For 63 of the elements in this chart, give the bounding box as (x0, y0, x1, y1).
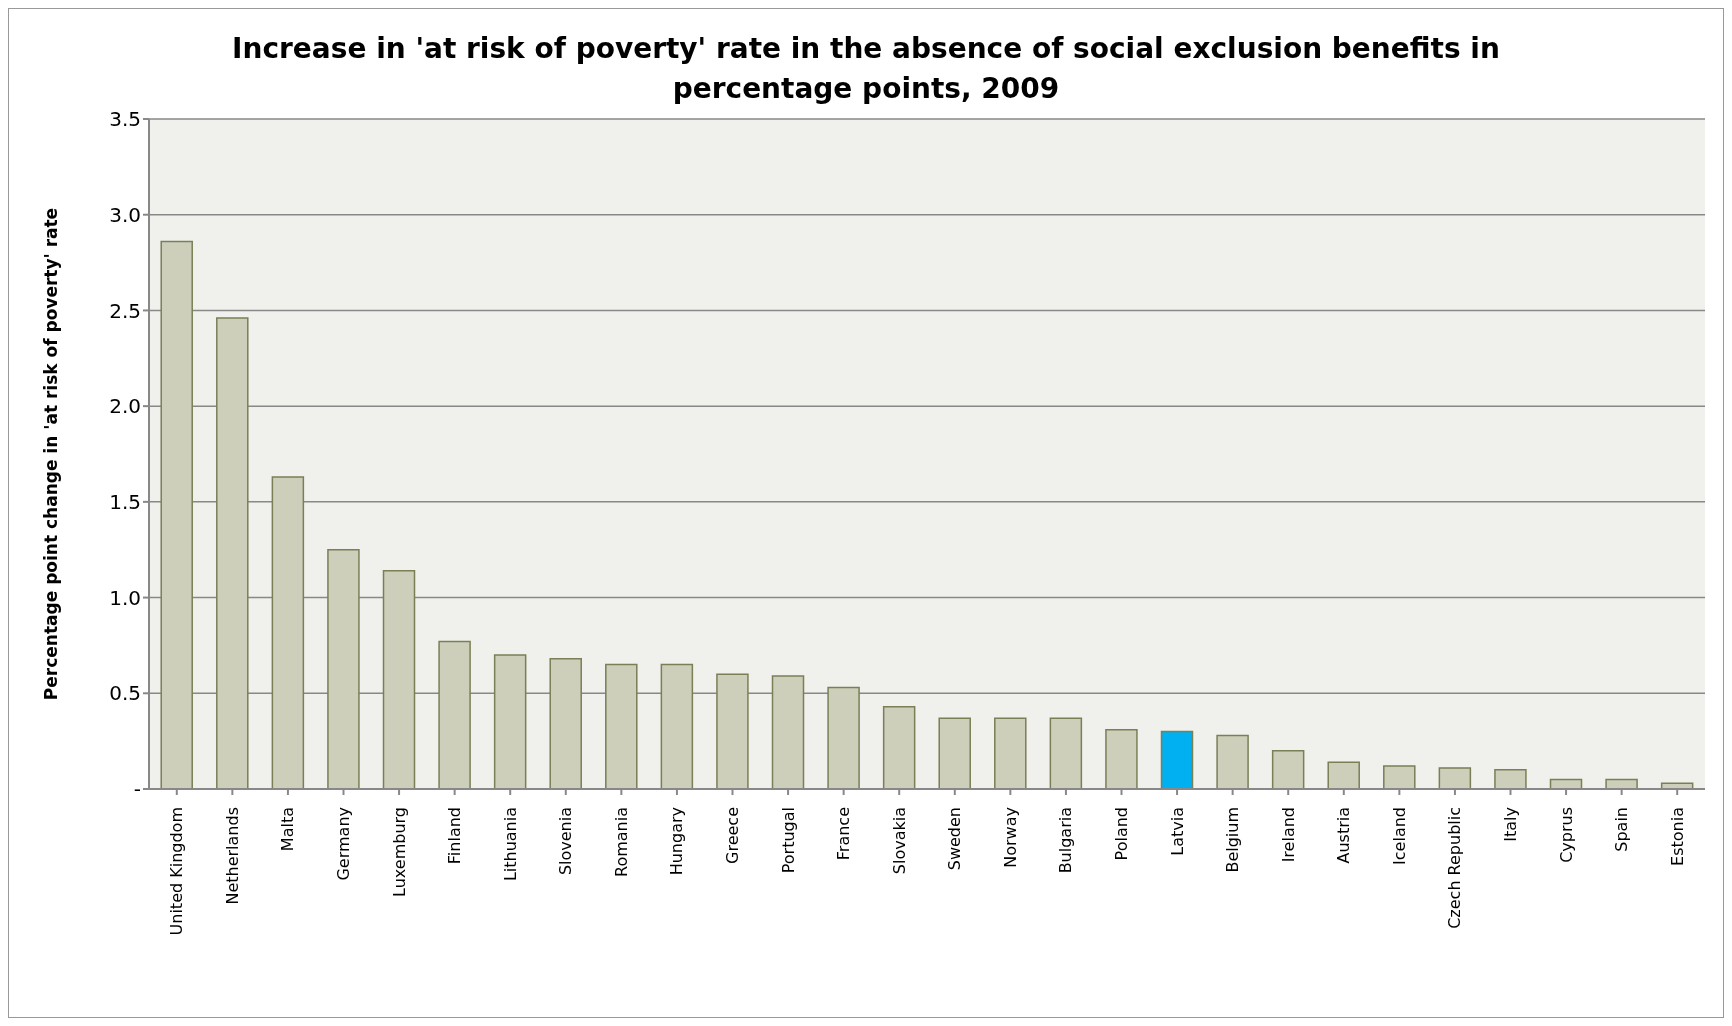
bar (1216, 734, 1249, 789)
x-tick-label: Latvia (1167, 807, 1187, 856)
bar (1438, 767, 1472, 789)
bar (382, 570, 416, 789)
x-tick-label: Czech Republic (1445, 807, 1465, 929)
y-tick-label: 3.0 (109, 202, 141, 227)
bar (271, 476, 305, 789)
bar (716, 673, 749, 789)
bar (938, 717, 971, 789)
y-axis-title: Percentage point change in 'at risk of poverty' rate (41, 207, 62, 701)
y-tick-label: 1.0 (109, 585, 141, 610)
x-tick-label: Portugal (778, 807, 798, 874)
x-tick-label: Iceland (1389, 807, 1409, 865)
x-tick-label: Hungary (667, 807, 687, 876)
x-tick-label: Italy (1501, 807, 1520, 842)
bar (605, 663, 638, 789)
bar (1271, 749, 1305, 789)
bar (1327, 761, 1360, 789)
bar (1049, 717, 1083, 789)
bar (660, 663, 694, 789)
bar (160, 240, 193, 789)
x-tick-label: Sweden (945, 807, 965, 871)
x-tick-label: Norway (1000, 807, 1020, 868)
x-tick-label: Austria (1334, 807, 1354, 864)
y-tick-label: 0.5 (109, 681, 141, 706)
x-tick-label: Netherlands (222, 807, 242, 905)
bar (1105, 728, 1138, 789)
bar (994, 717, 1027, 789)
x-tick-label: Germany (334, 807, 353, 881)
bar (1383, 765, 1416, 789)
x-tick-label: Estonia (1667, 807, 1687, 866)
y-tick-label: 2.5 (109, 298, 141, 323)
x-tick-label: Spain (1612, 807, 1632, 852)
bar (1494, 769, 1527, 789)
y-tick-label: - (133, 777, 141, 802)
bar (438, 640, 471, 789)
x-tick-label: Romania (611, 807, 631, 877)
y-tick-label: 3.5 (109, 107, 141, 132)
x-tick-label: Lithuania (500, 807, 520, 882)
x-tick-label: United Kingdom (167, 807, 187, 936)
y-tick-label: 1.5 (109, 489, 141, 514)
bar (327, 548, 360, 789)
bar (827, 686, 860, 789)
chart-title: Increase in 'at risk of poverty' rate in the absence of social exclusion benefits in percentage points, 2009 (231, 31, 1501, 107)
x-tick-label: Greece (723, 807, 742, 864)
x-tick-label: Finland (445, 807, 465, 865)
x-tick-label: Poland (1112, 807, 1131, 861)
x-tick-label: Ireland (1278, 807, 1298, 863)
bar (771, 675, 805, 789)
y-tick-label: 2.0 (109, 394, 141, 419)
bar (216, 317, 249, 789)
bar (493, 654, 527, 789)
bar (882, 705, 916, 789)
x-tick-label: Luxemburg (389, 807, 409, 897)
x-tick-label: Belgium (1223, 807, 1243, 873)
x-tick-label: Bulgaria (1056, 807, 1076, 874)
bar (1160, 730, 1194, 789)
bar (549, 658, 582, 789)
x-tick-label: Slovakia (889, 807, 909, 875)
x-tick-label: Malta (278, 807, 298, 852)
x-tick-label: France (834, 807, 854, 861)
x-tick-label: Cyprus (1556, 807, 1576, 863)
x-tick-label: Slovenia (556, 807, 576, 876)
